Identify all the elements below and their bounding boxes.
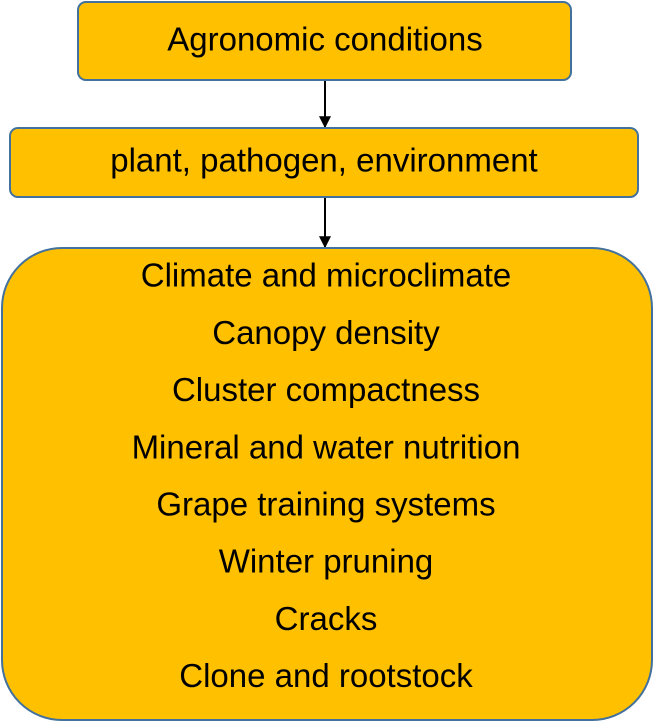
item-label: Winter pruning: [219, 543, 434, 580]
node-label: plant, pathogen, environment: [110, 142, 537, 179]
item-label: Clone and rootstock: [179, 657, 473, 694]
node-box: [9, 127, 639, 198]
item-label: Cracks: [275, 600, 378, 637]
item-label: Mineral and water nutrition: [132, 428, 521, 465]
node-box: [77, 1, 572, 81]
item-label: Cluster compactness: [172, 371, 480, 408]
item-label: Canopy density: [212, 314, 440, 351]
item-label: Climate and microclimate: [141, 257, 511, 294]
item-label: Grape training systems: [156, 486, 495, 523]
item-list: Climate and microclimate Canopy density Cl…: [132, 257, 521, 694]
node-label: Agronomic conditions: [167, 21, 483, 58]
node-box: [1, 247, 653, 721]
